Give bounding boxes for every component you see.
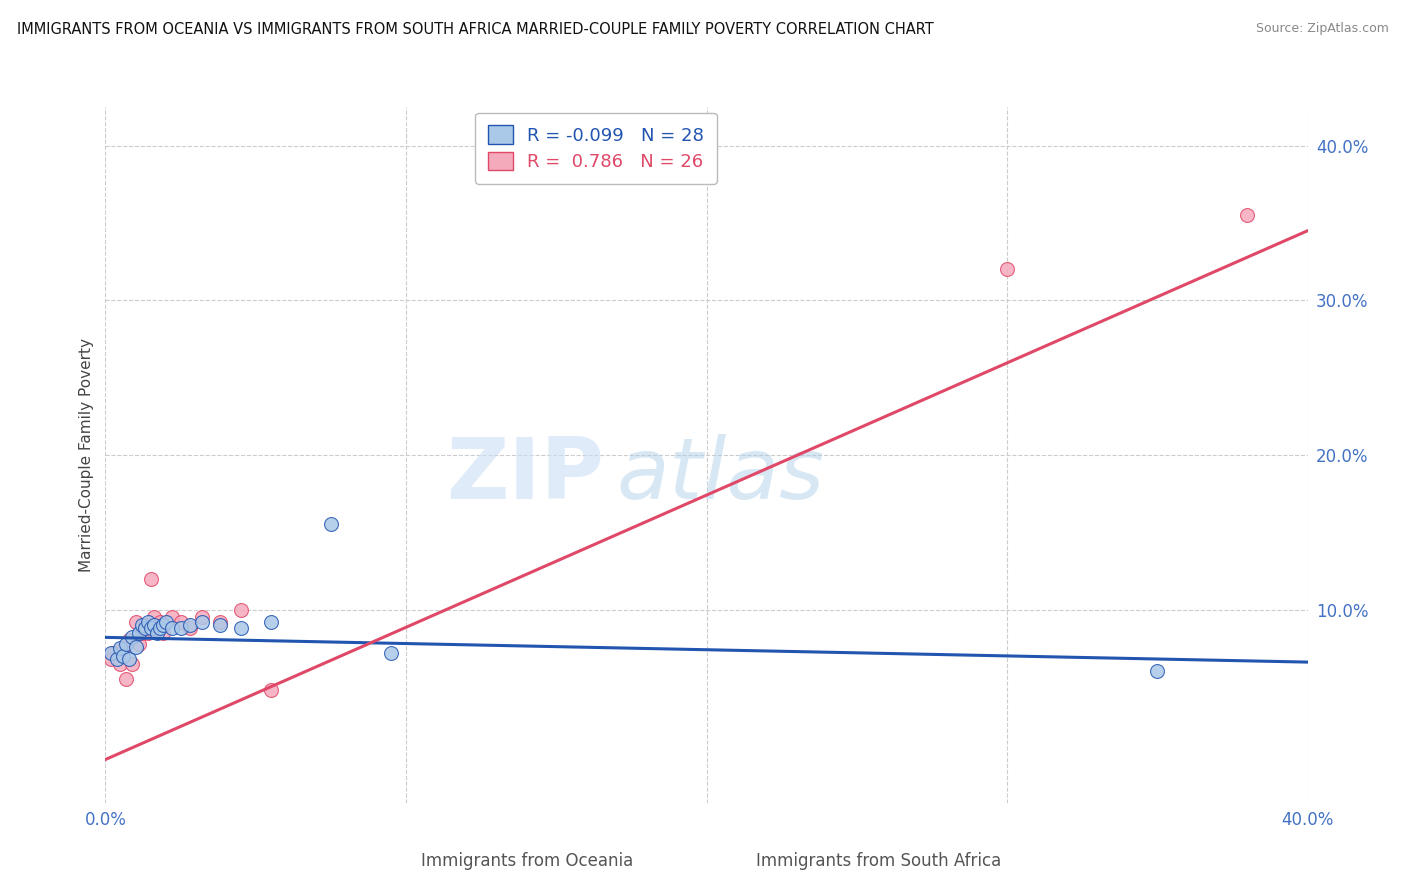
Point xyxy=(160,621,183,635)
Point xyxy=(179,618,201,632)
Point xyxy=(145,621,167,635)
Text: Immigrants from South Africa: Immigrants from South Africa xyxy=(756,852,1001,870)
Legend: R = -0.099   N = 28, R =  0.786   N = 26: R = -0.099 N = 28, R = 0.786 N = 26 xyxy=(475,112,717,184)
Y-axis label: Married-Couple Family Poverty: Married-Couple Family Poverty xyxy=(79,338,94,572)
Point xyxy=(115,672,138,686)
Point xyxy=(121,657,143,671)
Point xyxy=(319,517,342,532)
Point xyxy=(995,262,1018,277)
Point xyxy=(142,618,165,632)
Point xyxy=(136,625,159,640)
Text: IMMIGRANTS FROM OCEANIA VS IMMIGRANTS FROM SOUTH AFRICA MARRIED-COUPLE FAMILY PO: IMMIGRANTS FROM OCEANIA VS IMMIGRANTS FR… xyxy=(17,22,934,37)
Point xyxy=(110,641,132,656)
Point xyxy=(118,633,141,648)
Point xyxy=(152,625,174,640)
Text: atlas: atlas xyxy=(616,434,824,517)
Point xyxy=(115,636,138,650)
Point xyxy=(169,621,191,635)
Point xyxy=(169,615,191,629)
Point xyxy=(107,652,129,666)
Point xyxy=(260,682,283,697)
Point xyxy=(229,602,252,616)
Point xyxy=(148,621,170,635)
Point xyxy=(142,610,165,624)
Point xyxy=(118,652,141,666)
Point xyxy=(380,646,402,660)
Point xyxy=(208,618,231,632)
Point xyxy=(208,615,231,629)
Text: Source: ZipAtlas.com: Source: ZipAtlas.com xyxy=(1256,22,1389,36)
Text: Immigrants from Oceania: Immigrants from Oceania xyxy=(422,852,633,870)
Point xyxy=(112,648,135,663)
Point xyxy=(260,615,283,629)
Point xyxy=(139,572,162,586)
Point xyxy=(124,615,146,629)
Point xyxy=(1236,208,1258,222)
Point xyxy=(136,615,159,629)
Point xyxy=(110,657,132,671)
Point xyxy=(148,615,170,629)
Point xyxy=(139,621,162,635)
Point xyxy=(155,615,177,629)
Point xyxy=(103,646,125,660)
Point xyxy=(131,625,153,640)
Point xyxy=(179,621,201,635)
Point xyxy=(121,631,143,645)
Point xyxy=(112,641,135,656)
Point xyxy=(128,625,150,640)
Point xyxy=(128,636,150,650)
Point xyxy=(160,610,183,624)
Point xyxy=(134,618,156,632)
Text: ZIP: ZIP xyxy=(447,434,605,517)
Point xyxy=(100,646,122,660)
Point xyxy=(190,615,212,629)
Point xyxy=(1146,665,1168,679)
Point xyxy=(131,618,153,632)
Point xyxy=(152,618,174,632)
Point xyxy=(134,621,156,635)
Point xyxy=(145,625,167,640)
Point xyxy=(100,652,122,666)
Point xyxy=(229,621,252,635)
Point xyxy=(190,610,212,624)
Point xyxy=(124,640,146,654)
